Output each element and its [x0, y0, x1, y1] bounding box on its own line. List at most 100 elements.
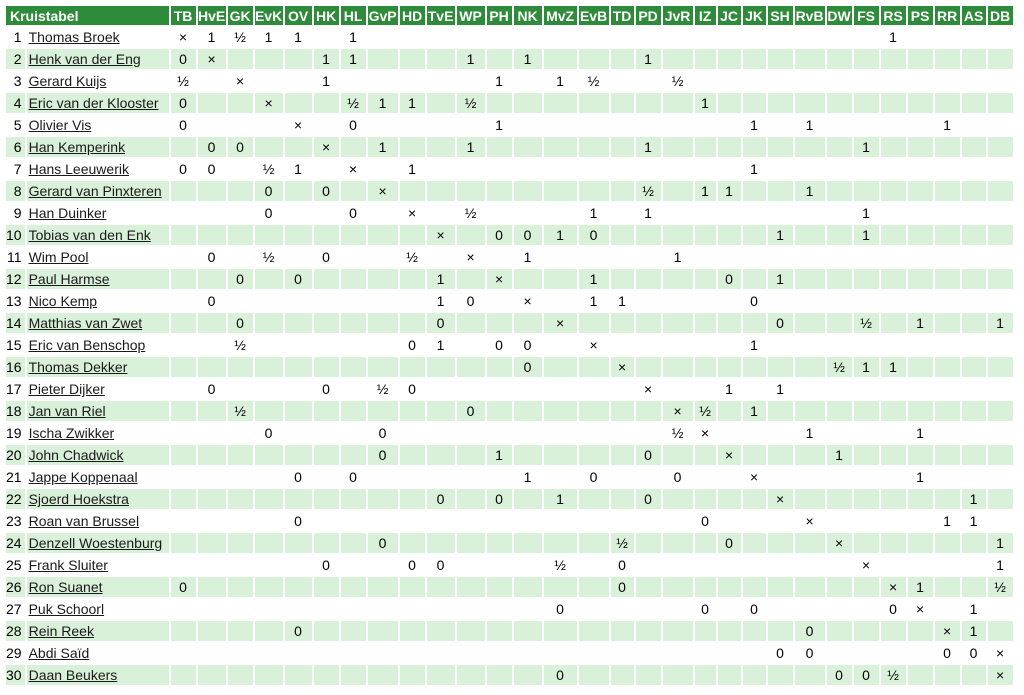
- player-name-link[interactable]: Rein Reek: [28, 623, 94, 639]
- player-name-link[interactable]: Daan Beukers: [28, 667, 118, 683]
- player-name-link[interactable]: Jan van Riel: [28, 403, 106, 419]
- result-cell: [314, 27, 339, 47]
- player-rank: 16: [6, 357, 25, 377]
- result-cell: 0: [264, 205, 273, 221]
- result-cell: 0: [635, 489, 661, 509]
- result-cell: [854, 643, 879, 663]
- player-name-link[interactable]: Jappe Koppenaal: [28, 469, 138, 485]
- player-name-link[interactable]: Frank Sluiter: [28, 557, 108, 573]
- result-cell: [197, 181, 226, 201]
- result-cell: ½: [610, 533, 634, 553]
- result-cell: 1: [436, 293, 445, 309]
- player-name-link[interactable]: Tobias van den Enk: [28, 227, 151, 243]
- result-cell: [457, 423, 485, 443]
- player-name-link[interactable]: Paul Harmse: [28, 271, 110, 287]
- player-name-link[interactable]: Hans Leeuwerik: [28, 161, 129, 177]
- player-name-link[interactable]: Eric van Benschop: [28, 337, 146, 353]
- result-cell: [543, 137, 577, 157]
- player-name-cell: Gerard van Pinxteren: [26, 181, 169, 201]
- result-cell: [514, 643, 542, 663]
- result-cell: 0: [254, 181, 283, 201]
- result-cell: [880, 49, 906, 69]
- result-cell: 0: [313, 181, 339, 201]
- player-name-link[interactable]: John Chadwick: [28, 447, 124, 463]
- result-cell: [743, 423, 766, 443]
- player-name-link[interactable]: Ron Suanet: [28, 579, 103, 595]
- result-cell: 0: [227, 137, 253, 157]
- player-name-link[interactable]: Gerard van Pinxteren: [28, 183, 162, 199]
- result-cell: [341, 643, 366, 663]
- column-header: EvK: [254, 6, 283, 25]
- result-cell: [988, 599, 1013, 619]
- player-name-link[interactable]: Roan van Brussel: [28, 513, 140, 529]
- player-name-link[interactable]: Thomas Dekker: [28, 359, 128, 375]
- result-cell: [635, 313, 661, 333]
- player-name-link[interactable]: Thomas Broek: [28, 29, 120, 45]
- result-cell: [486, 313, 512, 333]
- player-name-link[interactable]: Han Duinker: [28, 205, 107, 221]
- result-cell: [853, 401, 879, 421]
- result-cell: [456, 269, 485, 289]
- player-name-link[interactable]: Ischa Zwikker: [28, 425, 115, 441]
- player-name-link[interactable]: Abdi Saïd: [28, 645, 90, 661]
- player-rank: 14: [6, 313, 25, 333]
- result-cell: [935, 159, 960, 179]
- result-cell: [694, 445, 716, 465]
- result-cell: [662, 49, 693, 69]
- player-name-link[interactable]: Gerard Kuijs: [28, 73, 107, 89]
- player-name-cell: Rein Reek: [26, 621, 169, 641]
- player-name-link[interactable]: Wim Pool: [28, 249, 89, 265]
- result-cell: [341, 599, 366, 619]
- result-cell: [827, 555, 852, 575]
- result-cell: [399, 533, 425, 553]
- player-name-cell: Han Duinker: [27, 203, 169, 223]
- player-name-link[interactable]: Denzell Woestenburg: [28, 535, 163, 551]
- column-header: HK: [313, 6, 339, 25]
- result-cell: [988, 467, 1013, 487]
- column-header: DW: [826, 6, 852, 25]
- player-name-link[interactable]: Sjoerd Hoekstra: [28, 491, 129, 507]
- result-cell: [795, 335, 825, 355]
- player-name-link[interactable]: Nico Kemp: [28, 293, 98, 309]
- result-cell: [610, 313, 634, 333]
- result-cell: [767, 445, 793, 465]
- result-cell: [227, 577, 253, 597]
- player-name-link[interactable]: Olivier Vis: [28, 117, 92, 133]
- result-cell: [198, 467, 226, 487]
- result-cell: [854, 467, 879, 487]
- result-cell: [663, 335, 693, 355]
- result-cell: [285, 643, 312, 663]
- result-cell: 0: [750, 293, 758, 309]
- player-name-link[interactable]: Puk Schoorl: [28, 601, 105, 617]
- result-cell: [881, 511, 906, 531]
- result-cell: 0: [207, 293, 216, 309]
- result-cell: 1: [969, 513, 978, 529]
- result-cell: [426, 533, 455, 553]
- player-rank: 27: [6, 601, 22, 617]
- result-cell: [284, 313, 312, 333]
- player-name-link[interactable]: Han Kemperink: [28, 139, 126, 155]
- result-cell: 0: [466, 293, 475, 309]
- result-cell: [340, 357, 366, 377]
- player-name-link[interactable]: Henk van der Eng: [28, 51, 141, 67]
- result-cell: [611, 203, 634, 223]
- result-cell: [827, 291, 852, 311]
- result-cell: [767, 93, 793, 113]
- result-cell: 1: [635, 137, 661, 157]
- result-cell: [961, 49, 986, 69]
- result-cell: [367, 269, 398, 289]
- player-name-link[interactable]: Matthias van Zwet: [28, 315, 143, 331]
- result-cell: [400, 511, 425, 531]
- result-cell: [367, 489, 398, 509]
- player-name-link[interactable]: Eric van der Klooster: [28, 95, 159, 111]
- table-row: 13 Nico Kemp 0 1 0 × 1 1 0: [6, 291, 1013, 311]
- result-cell: [742, 181, 766, 201]
- player-name-link[interactable]: Pieter Dijker: [28, 381, 105, 397]
- result-cell: 1: [543, 225, 577, 245]
- table-row: 9 Han Duinker 0 0 × ½ 1 1 1: [6, 203, 1013, 223]
- result-cell: 1: [644, 205, 652, 221]
- result-cell: [284, 357, 312, 377]
- result-cell: [717, 401, 741, 421]
- result-cell: [313, 357, 339, 377]
- result-cell: [457, 115, 485, 135]
